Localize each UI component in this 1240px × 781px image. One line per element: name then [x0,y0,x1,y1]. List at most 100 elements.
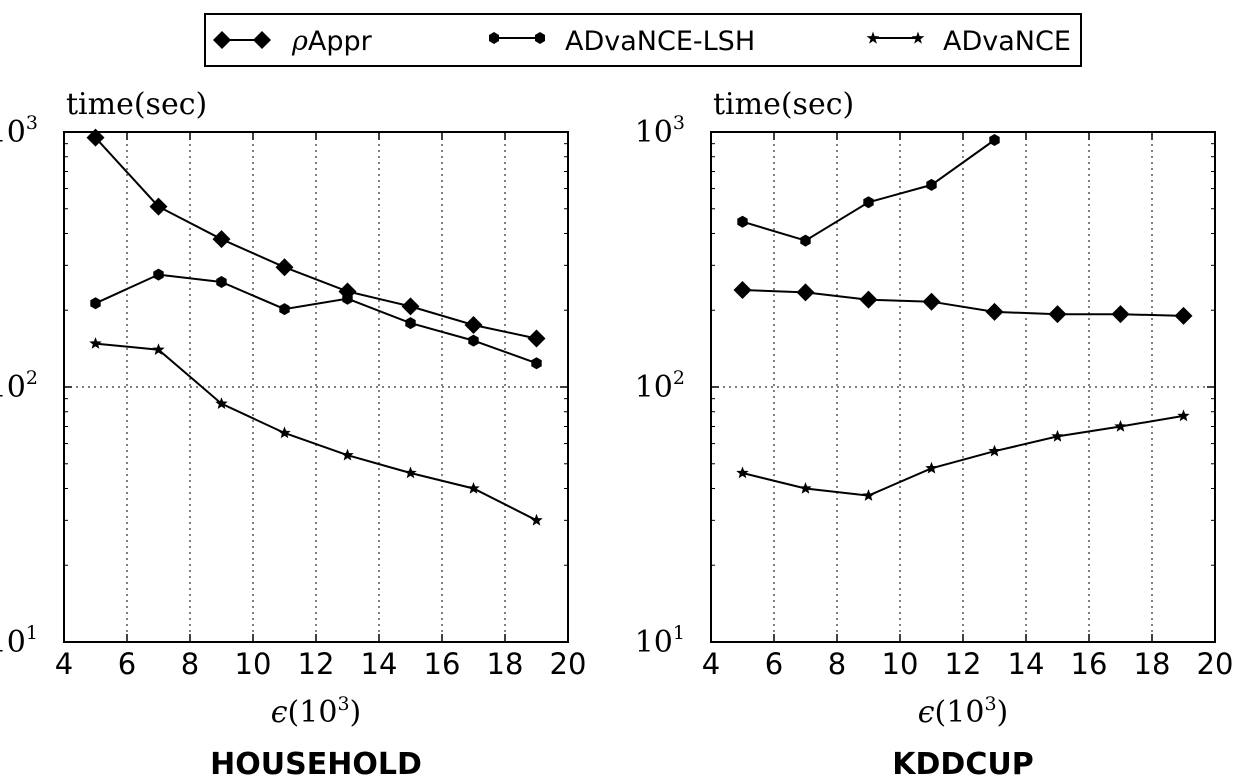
series-line-star [742,414,1184,497]
data-point-star [862,489,875,501]
legend-label-advance: ADvaNCE [943,26,1071,57]
y-tick-exp: 3 [673,112,685,134]
x-tick-label: 16 [424,647,461,681]
x-tick-label: 20 [550,647,587,681]
y-tick-base: 10 [635,370,673,405]
data-point-hexagon [153,268,164,281]
grid-household [64,132,568,642]
x-tick-label: 6 [118,647,136,681]
x-tick-label: 14 [361,647,398,681]
data-point-hexagon [737,215,748,228]
x-tick-label: 4 [55,647,73,681]
x-tick-label: 4 [702,647,720,681]
series-line-star [95,342,537,522]
x-tick-label: 6 [765,647,783,681]
series-household [86,128,546,526]
legend-item-advance: ADvaNCE [866,26,1071,57]
y-tick-exp: 3 [26,112,38,134]
xlabel-kddcup: ϵ(103) [918,693,1009,730]
data-point-star [988,444,1001,457]
series-kddcup [733,134,1193,501]
x-tick-label: 16 [1071,647,1108,681]
legend-label-advance-lsh: ADvaNCE-LSH [565,26,755,57]
star-icon [866,31,880,44]
ylabel-kddcup: time(sec) [713,87,854,122]
series-line-diamond [94,137,537,340]
y-tick-base: 10 [0,625,26,660]
data-point-hexagon [989,134,1000,146]
data-point-hexagon [279,303,290,316]
y-tick-exp: 1 [673,622,685,644]
y-tick-label: 102 [0,367,38,405]
xlabel-base: (10 [288,695,338,730]
legend-item-advance-lsh: ADvaNCE-LSH [489,26,755,57]
data-point-diamond [1174,306,1193,325]
data-point-diamond [985,302,1004,321]
data-point-star [404,466,417,479]
data-point-diamond [796,283,815,302]
data-point-diamond [1048,305,1067,324]
legend-item-appr: ρAppr [213,26,373,57]
data-point-diamond [275,258,294,277]
xlabel-close: ) [350,695,362,730]
data-point-star [341,448,354,461]
hexagon-icon [535,32,545,44]
y-tick-label: 103 [0,112,38,150]
data-point-star [736,466,749,479]
data-point-diamond [733,281,752,300]
xlabel-base: (10 [935,695,985,730]
ylabel-household: time(sec) [66,87,207,122]
data-point-star [1114,420,1127,432]
data-point-star [278,426,291,439]
data-point-diamond [527,329,546,348]
y-tick-base: 10 [0,370,26,405]
x-tick-label: 10 [882,647,919,681]
y-tick-label: 103 [635,112,685,150]
data-point-diamond [922,292,941,311]
x-tick-label: 8 [828,647,846,681]
xlabel-close: ) [997,695,1009,730]
x-tick-label: 14 [1008,647,1045,681]
series-line-diamond [742,289,1184,317]
y-tick-label: 101 [635,622,685,660]
x-tick-label: 10 [235,647,272,681]
hexagon-icon [489,32,499,44]
data-point-star [467,482,480,494]
legend-frame [204,13,1082,67]
data-point-diamond [1111,305,1130,324]
xlabel-epsilon: ϵ [271,695,288,730]
xlabel-epsilon: ϵ [918,695,935,730]
y-tick-base: 10 [635,625,673,660]
data-point-hexagon [405,317,416,330]
data-point-star [799,482,812,494]
diamond-icon [253,31,271,49]
xlabel-exp: 3 [984,693,996,715]
grid-kddcup [711,132,1215,642]
data-point-hexagon [468,334,479,347]
series-line-hexagon [95,273,537,365]
xlabel-household: ϵ(103) [271,693,362,730]
legend-rho: ρ [291,26,308,57]
x-tick-label: 20 [1197,647,1234,681]
y-tick-label: 102 [635,367,685,405]
legend: ρAppr ADvaNCE-LSH ADvaNCE [204,13,1082,67]
y-tick-base: 10 [635,115,673,150]
data-point-star [1177,409,1190,422]
data-point-hexagon [531,357,542,370]
data-point-diamond [401,297,420,316]
data-point-hexagon [342,292,353,305]
x-tick-label: 18 [1134,647,1171,681]
title-kddcup: KDDCUP [892,747,1033,781]
y-tick-exp: 2 [673,367,685,389]
star-icon [911,31,925,44]
data-point-hexagon [90,297,101,310]
data-point-hexagon [800,234,811,247]
data-point-diamond [859,290,878,309]
data-point-diamond [149,197,168,216]
data-point-star [925,461,938,474]
